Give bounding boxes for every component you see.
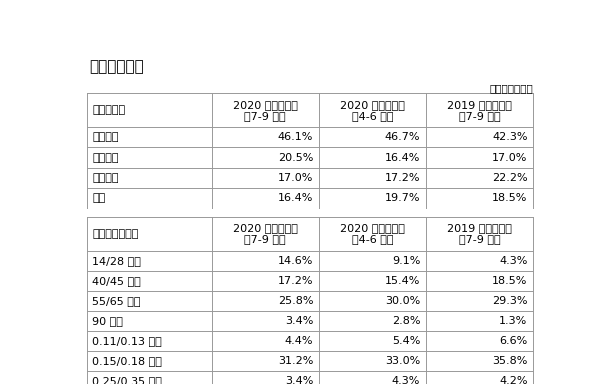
Text: 16.4%: 16.4% [385, 152, 421, 162]
Text: 智能家居: 智能家居 [92, 152, 119, 162]
Text: 2.8%: 2.8% [392, 316, 421, 326]
Text: 智能手机: 智能手机 [92, 132, 119, 142]
Text: 以应用分类: 以应用分类 [92, 105, 125, 115]
Text: 2020 年第三季度: 2020 年第三季度 [233, 100, 298, 110]
Text: 4.2%: 4.2% [499, 376, 527, 384]
Text: 6.6%: 6.6% [499, 336, 527, 346]
Text: 20.5%: 20.5% [278, 152, 313, 162]
Text: 1.3%: 1.3% [499, 316, 527, 326]
Text: 2020 年第二季度: 2020 年第二季度 [340, 223, 405, 233]
Text: 消费电子: 消费电子 [92, 173, 119, 183]
Text: 14.6%: 14.6% [278, 256, 313, 266]
Text: 17.2%: 17.2% [278, 276, 313, 286]
Text: 其它: 其它 [92, 193, 106, 203]
Text: （7-9 月）: （7-9 月） [244, 111, 286, 121]
Text: 5.4%: 5.4% [392, 336, 421, 346]
Text: 55/65 纳米: 55/65 纳米 [92, 296, 141, 306]
Text: 18.5%: 18.5% [492, 276, 527, 286]
Text: （4-6 月）: （4-6 月） [352, 234, 393, 244]
Text: （4-6 月）: （4-6 月） [352, 111, 393, 121]
Text: 2020 年第三季度: 2020 年第三季度 [233, 223, 298, 233]
Text: 31.2%: 31.2% [278, 356, 313, 366]
Text: 46.7%: 46.7% [385, 132, 421, 142]
Text: 25.8%: 25.8% [278, 296, 313, 306]
Text: 42.3%: 42.3% [492, 132, 527, 142]
Text: 0.15/0.18 微米: 0.15/0.18 微米 [92, 356, 162, 366]
Text: 4.4%: 4.4% [284, 336, 313, 346]
Text: 4.3%: 4.3% [499, 256, 527, 266]
Text: 15.4%: 15.4% [385, 276, 421, 286]
Text: 30.0%: 30.0% [385, 296, 421, 306]
Text: 33.0%: 33.0% [385, 356, 421, 366]
Text: 4.3%: 4.3% [392, 376, 421, 384]
Text: 2019 年第三季度: 2019 年第三季度 [447, 223, 512, 233]
Text: 22.2%: 22.2% [492, 173, 527, 183]
Text: 16.4%: 16.4% [278, 193, 313, 203]
Text: 3.4%: 3.4% [285, 376, 313, 384]
Text: 90 纳米: 90 纳米 [92, 316, 123, 326]
Text: 17.0%: 17.0% [278, 173, 313, 183]
Text: 0.11/0.13 微米: 0.11/0.13 微米 [92, 336, 162, 346]
Text: 29.3%: 29.3% [492, 296, 527, 306]
Text: 40/45 纳米: 40/45 纳米 [92, 276, 141, 286]
Text: 晶圆收入分析: 晶圆收入分析 [89, 60, 144, 74]
Text: 2019 年第三季度: 2019 年第三季度 [447, 100, 512, 110]
Text: 35.8%: 35.8% [492, 356, 527, 366]
Text: 18.5%: 18.5% [492, 193, 527, 203]
Text: 0.25/0.35 微米: 0.25/0.35 微米 [92, 376, 162, 384]
Text: 占晶圆收入比例: 占晶圆收入比例 [489, 83, 533, 93]
Text: 19.7%: 19.7% [385, 193, 421, 203]
Text: 17.0%: 17.0% [492, 152, 527, 162]
Text: 46.1%: 46.1% [278, 132, 313, 142]
Text: （7-9 月）: （7-9 月） [244, 234, 286, 244]
Text: 14/28 纳米: 14/28 纳米 [92, 256, 141, 266]
Text: 2020 年第二季度: 2020 年第二季度 [340, 100, 405, 110]
Text: （7-9 月）: （7-9 月） [458, 234, 500, 244]
Text: 3.4%: 3.4% [285, 316, 313, 326]
Text: 17.2%: 17.2% [385, 173, 421, 183]
Text: 9.1%: 9.1% [392, 256, 421, 266]
Text: （7-9 月）: （7-9 月） [458, 111, 500, 121]
Text: 以技术节点分类: 以技术节点分类 [92, 229, 139, 239]
